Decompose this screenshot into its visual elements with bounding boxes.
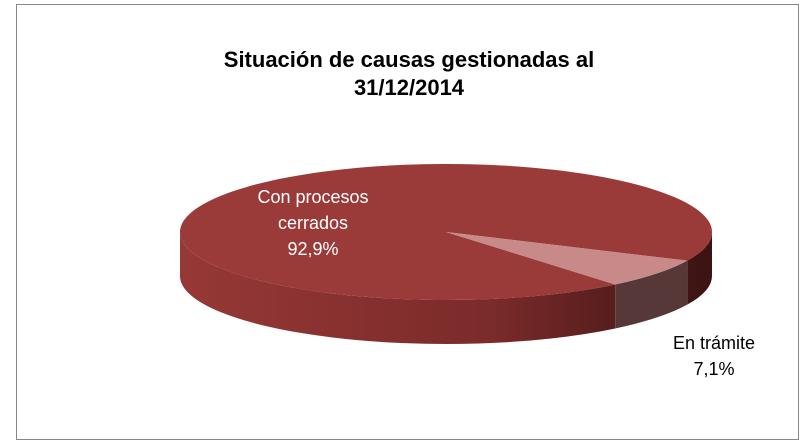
- category-label: En trámite: [672, 333, 756, 353]
- value-label: 7,1%: [693, 359, 735, 379]
- category-label: Con procesos cerrados: [257, 187, 369, 233]
- slice: [446, 232, 688, 285]
- chart-title: Situación de causas gestionadas al 31/12…: [223, 47, 595, 100]
- slice-label: En trámite 7,1%: [644, 330, 784, 382]
- slice-label: Con procesos cerrados 92,9%: [228, 184, 398, 262]
- slice-side: [615, 260, 688, 329]
- slice-side: [180, 232, 616, 344]
- slice-side: [687, 232, 712, 305]
- value-label: 92,9%: [287, 239, 339, 259]
- chart-frame: [16, 4, 799, 440]
